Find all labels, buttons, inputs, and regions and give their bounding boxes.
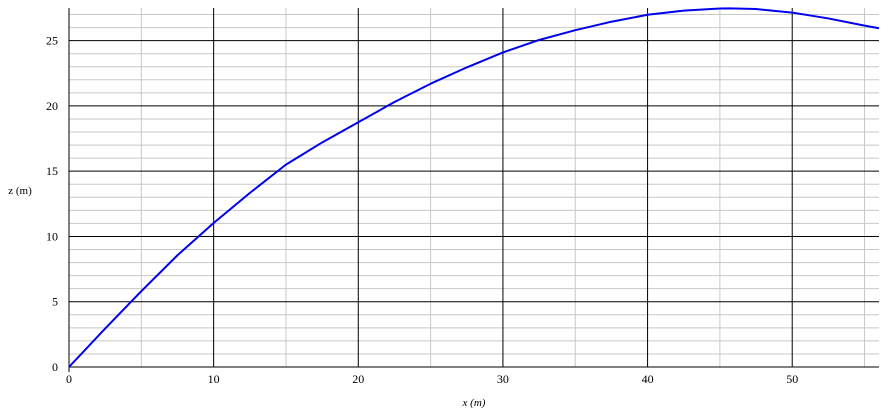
x-tick-label: 20 bbox=[352, 372, 364, 386]
x-axis-title: x (m) bbox=[462, 397, 486, 409]
y-tick-label: 10 bbox=[46, 229, 58, 243]
x-tick-label: 40 bbox=[642, 372, 654, 386]
x-tick-label: 10 bbox=[208, 372, 220, 386]
y-tick-label: 20 bbox=[46, 99, 58, 113]
y-tick-label: 0 bbox=[52, 360, 58, 374]
y-tick-label: 5 bbox=[52, 295, 58, 309]
y-tick-label: 15 bbox=[46, 164, 58, 178]
series-line bbox=[68, 7, 880, 368]
major-grid bbox=[69, 8, 879, 367]
minor-grid bbox=[69, 8, 879, 367]
x-tick-label: 50 bbox=[786, 372, 798, 386]
axes bbox=[68, 8, 879, 372]
y-tick-label: 25 bbox=[46, 34, 58, 48]
series-group bbox=[68, 7, 880, 368]
x-tick-label: 30 bbox=[497, 372, 509, 386]
axis-titles: x (m) z (m) bbox=[8, 185, 486, 409]
y-axis-title: z (m) bbox=[8, 185, 32, 197]
x-tick-label: 0 bbox=[66, 372, 72, 386]
tick-labels: 0 10 20 30 40 50 0 5 10 15 20 25 bbox=[46, 34, 798, 386]
